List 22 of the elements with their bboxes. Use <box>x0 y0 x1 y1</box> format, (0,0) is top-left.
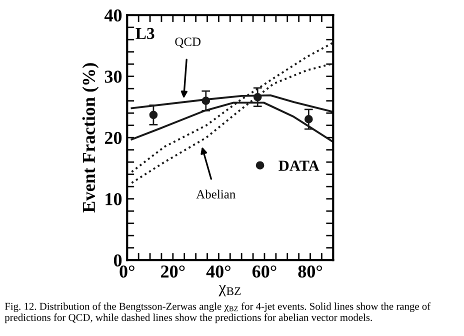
y-tick-label: 20 <box>104 132 122 144</box>
legend-label: DATA <box>278 160 320 171</box>
x-tick-label: 60° <box>252 265 276 278</box>
y-tick-label: 0 <box>114 254 122 267</box>
annotation: Abelian <box>196 190 236 199</box>
point <box>304 115 313 124</box>
y-axis-title: Event Fraction (%) <box>82 63 99 212</box>
x-axis-title: χ$_{BZ}$ <box>218 285 241 296</box>
point <box>202 96 210 106</box>
y-tick-label: 40 <box>104 9 122 22</box>
y-tick-label: 10 <box>106 193 122 206</box>
x-tick-label: 40° <box>206 265 230 278</box>
point <box>253 93 262 102</box>
point <box>149 110 158 120</box>
x-tick-label: 20° <box>161 265 185 278</box>
x-tick-label: 0° <box>120 265 134 278</box>
caption: Fig. 12. Distribution of the Bengtsson-Zerwas angle χ$_{BZ}$ for 4-jet events. Solid lines show the range of predictions for QCD, while dashed lines show the predictions for abelian vector models. <box>4 302 431 324</box>
annotation: L3 <box>136 28 154 40</box>
line-series <box>130 62 334 184</box>
x-tick-label: 80° <box>298 265 322 278</box>
y-tick-label: 30 <box>104 70 122 83</box>
annotation: QCD <box>175 38 201 48</box>
